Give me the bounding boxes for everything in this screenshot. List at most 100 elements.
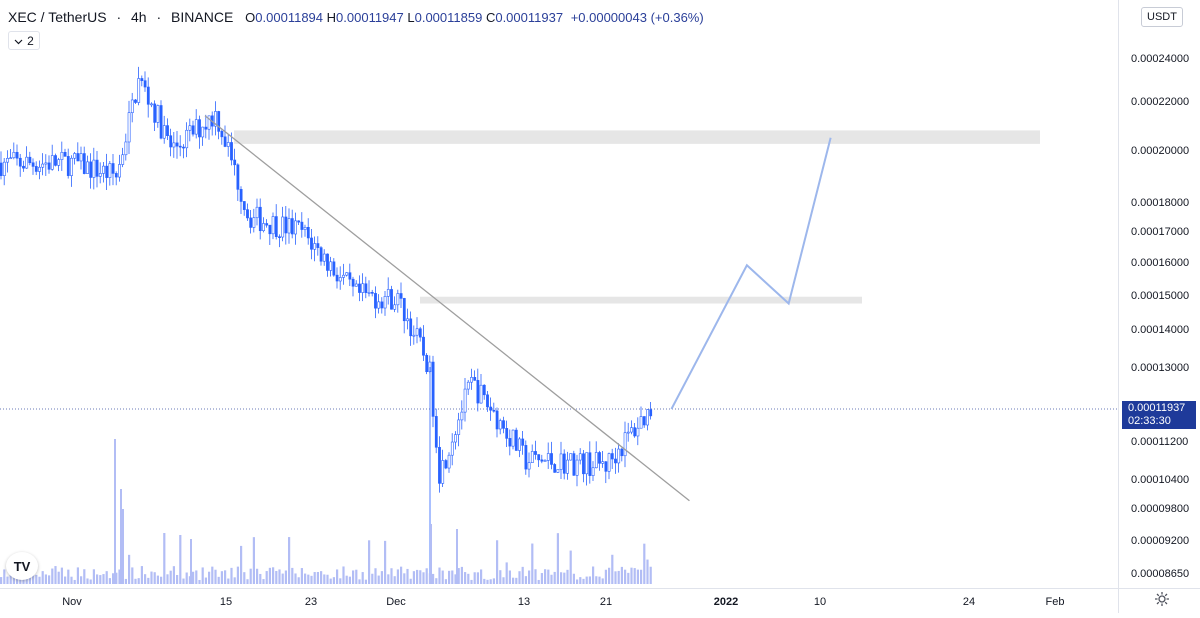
volume-bar xyxy=(102,574,105,584)
candle-body xyxy=(95,159,99,177)
price-scale-label: 0.00024000 xyxy=(1131,53,1189,65)
candle-body xyxy=(319,247,323,262)
candle-body xyxy=(476,380,480,404)
candle-body xyxy=(79,153,83,162)
volume-bar xyxy=(428,573,431,584)
volume-bar xyxy=(611,554,614,584)
volume-bar xyxy=(112,573,115,584)
volume-bar xyxy=(364,579,367,584)
volume-bar xyxy=(358,579,361,584)
candle-body xyxy=(537,454,541,461)
candle-body xyxy=(649,409,653,417)
candle-body xyxy=(300,221,304,230)
candle-body xyxy=(521,438,525,446)
candle-body xyxy=(402,298,406,322)
candle-body xyxy=(2,161,6,176)
candle-body xyxy=(626,431,630,434)
volume-bar xyxy=(195,570,198,584)
price-scale-label: 0.00008650 xyxy=(1131,568,1189,580)
volume-bar xyxy=(646,559,649,584)
volume-bar xyxy=(3,569,6,584)
indicators-toggle-button[interactable]: 2 xyxy=(8,31,40,50)
volume-bar xyxy=(60,567,63,584)
candle-body xyxy=(358,283,361,293)
volume-bar xyxy=(150,571,153,584)
volume-bar xyxy=(460,566,463,584)
volume-bar xyxy=(163,533,166,584)
volume-bar xyxy=(329,578,332,584)
volume-bar xyxy=(86,578,89,584)
chart-pane[interactable] xyxy=(0,0,1118,588)
volume-bar xyxy=(201,567,204,584)
volume-bar xyxy=(352,570,355,584)
candle-body xyxy=(386,289,390,297)
candle-body xyxy=(57,159,61,166)
volume-bar xyxy=(96,574,99,584)
volume-bar xyxy=(92,569,95,584)
candle-body xyxy=(162,125,166,139)
candle-body xyxy=(252,217,256,228)
volume-bar xyxy=(380,571,383,584)
candle-body xyxy=(463,388,467,413)
candle-body xyxy=(226,142,230,147)
candle-body xyxy=(153,103,157,123)
volume-bar xyxy=(246,579,249,584)
logo-text: TV xyxy=(13,558,31,574)
volume-bar xyxy=(627,572,630,584)
resistance-zone-upper xyxy=(234,130,1040,144)
candle-body xyxy=(361,283,365,293)
interval-label[interactable]: 4h xyxy=(131,9,147,25)
candle-body xyxy=(434,416,438,448)
volume-bar xyxy=(531,543,534,584)
candle-body xyxy=(134,99,137,103)
candle-body xyxy=(633,427,637,437)
candle-body xyxy=(514,429,518,451)
volume-bar xyxy=(441,570,444,584)
time-scale-label: 13 xyxy=(518,596,530,608)
candle-body xyxy=(556,469,560,473)
candle-body xyxy=(383,296,387,309)
price-scale[interactable]: 0.00024000 0.00022000 0.00020000 0.00018000… xyxy=(1118,0,1200,588)
volume-bar xyxy=(272,567,275,584)
candle-body xyxy=(98,173,102,177)
candle-body xyxy=(326,253,329,271)
volume-bar xyxy=(614,571,617,584)
volume-bar xyxy=(624,569,627,584)
volume-bar xyxy=(419,570,422,584)
volume-bar xyxy=(153,572,156,584)
volume-bar xyxy=(563,572,566,584)
chart-canvas[interactable] xyxy=(0,0,1118,588)
time-scale-label: Dec xyxy=(386,596,406,608)
candle-body xyxy=(271,216,275,235)
gear-icon[interactable] xyxy=(1154,591,1170,612)
candle-body xyxy=(406,318,409,322)
candle-body xyxy=(329,261,333,271)
candle-body xyxy=(530,451,534,463)
candle-body xyxy=(12,151,16,159)
candle-body xyxy=(303,226,307,230)
candle-body xyxy=(25,156,29,169)
volume-bar xyxy=(156,575,159,584)
tradingview-logo-icon[interactable]: TV xyxy=(6,552,38,580)
time-scale[interactable]: Nov 15 23 Dec 13 21 2022 10 24 Feb xyxy=(0,588,1118,613)
volume-bar xyxy=(6,576,9,584)
candle-body xyxy=(422,336,425,356)
volume-bar xyxy=(166,574,169,584)
candle-body xyxy=(9,157,13,160)
candle-body xyxy=(255,206,259,219)
candle-body xyxy=(562,453,566,474)
symbol-name[interactable]: XEC / TetherUS xyxy=(8,9,107,25)
volume-bar xyxy=(368,540,371,584)
volume-bar xyxy=(262,579,265,584)
candle-body xyxy=(447,454,451,469)
volume-bar xyxy=(198,579,201,584)
currency-button[interactable]: USDT xyxy=(1141,7,1183,27)
volume-bar xyxy=(128,554,131,584)
volume-bar xyxy=(544,569,547,584)
candle-body xyxy=(396,293,400,306)
volume-bar xyxy=(377,575,380,584)
currency-label: USDT xyxy=(1147,11,1177,23)
volume-bar xyxy=(35,574,38,584)
volume-bar xyxy=(265,571,268,584)
candle-body xyxy=(415,328,419,336)
